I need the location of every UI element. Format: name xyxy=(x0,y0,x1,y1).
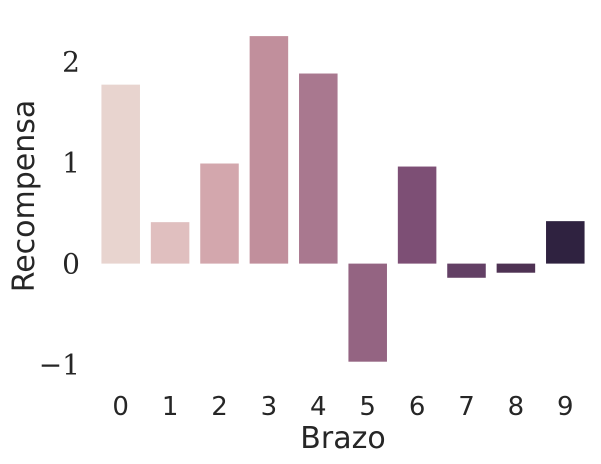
x-tick-label: 1 xyxy=(162,392,179,422)
x-tick-label: 3 xyxy=(261,392,278,422)
bar xyxy=(348,263,387,362)
bars-group xyxy=(101,36,585,362)
bar xyxy=(101,84,140,264)
x-axis-ticks: 0 1 2 3 4 5 6 7 8 9 xyxy=(112,392,573,422)
x-axis-label: Brazo xyxy=(300,421,385,456)
x-tick-label: 6 xyxy=(409,392,426,422)
y-axis-label: Recompensa xyxy=(7,100,42,293)
x-tick-label: 2 xyxy=(211,392,228,422)
x-tick-label: 9 xyxy=(557,392,574,422)
bar xyxy=(249,36,289,264)
x-tick-label: 8 xyxy=(508,392,525,422)
x-tick-label: 5 xyxy=(359,392,376,422)
bar xyxy=(496,263,536,273)
x-tick-label: 0 xyxy=(112,392,129,422)
bar xyxy=(150,222,190,264)
y-axis-ticks: −1 0 1 2 xyxy=(39,45,80,381)
bar xyxy=(200,163,239,264)
y-tick-label: 2 xyxy=(62,45,80,78)
y-tick-label: 1 xyxy=(62,147,80,180)
x-tick-label: 7 xyxy=(458,392,475,422)
bar xyxy=(397,166,437,264)
bar xyxy=(299,73,338,264)
x-tick-label: 4 xyxy=(310,392,327,422)
y-tick-label: 0 xyxy=(62,248,80,281)
y-tick-label: −1 xyxy=(39,349,80,382)
bar xyxy=(447,263,486,278)
bar xyxy=(546,221,585,264)
